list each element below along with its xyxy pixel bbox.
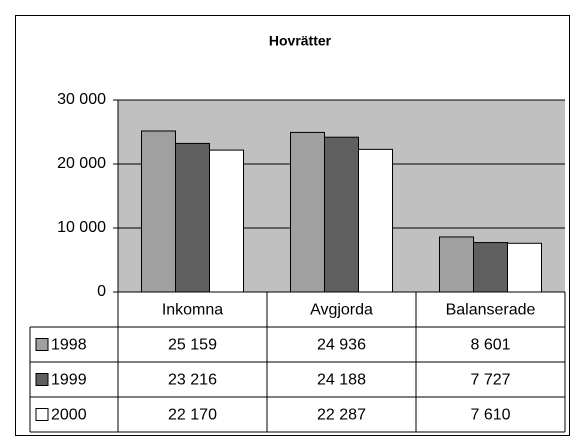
bar — [141, 130, 176, 293]
table-value: 7 727 — [470, 372, 510, 389]
bar — [358, 148, 393, 293]
bar — [290, 131, 325, 293]
legend-swatch — [35, 338, 49, 351]
table-value: 22 170 — [168, 407, 217, 424]
y-tick-label: 0 — [97, 283, 106, 300]
legend-label: 1998 — [51, 337, 87, 354]
legend-swatch — [35, 373, 49, 386]
table-value: 7 610 — [470, 407, 510, 424]
table-value: 25 159 — [168, 337, 217, 354]
table-value: 22 287 — [317, 407, 366, 424]
table-value: 24 188 — [317, 372, 366, 389]
bar — [209, 149, 244, 293]
legend-label: 1999 — [51, 372, 87, 389]
bar — [473, 242, 508, 293]
chart-title: Hovrätter — [269, 33, 332, 49]
legend-label: 2000 — [51, 407, 87, 424]
x-tick-label: Avgjorda — [310, 302, 373, 319]
x-tick-label: Inkomna — [162, 302, 223, 319]
bar — [324, 136, 359, 293]
y-tick-label: 20 000 — [57, 155, 106, 172]
bar — [507, 242, 542, 293]
bar — [175, 142, 210, 293]
table-value: 24 936 — [317, 337, 366, 354]
table-value: 23 216 — [168, 372, 217, 389]
x-tick-label: Balanserade — [446, 302, 536, 319]
y-tick-label: 30 000 — [57, 91, 106, 108]
legend-swatch — [35, 408, 49, 421]
table-value: 8 601 — [470, 337, 510, 354]
y-tick-label: 10 000 — [57, 219, 106, 236]
bar — [439, 236, 474, 293]
